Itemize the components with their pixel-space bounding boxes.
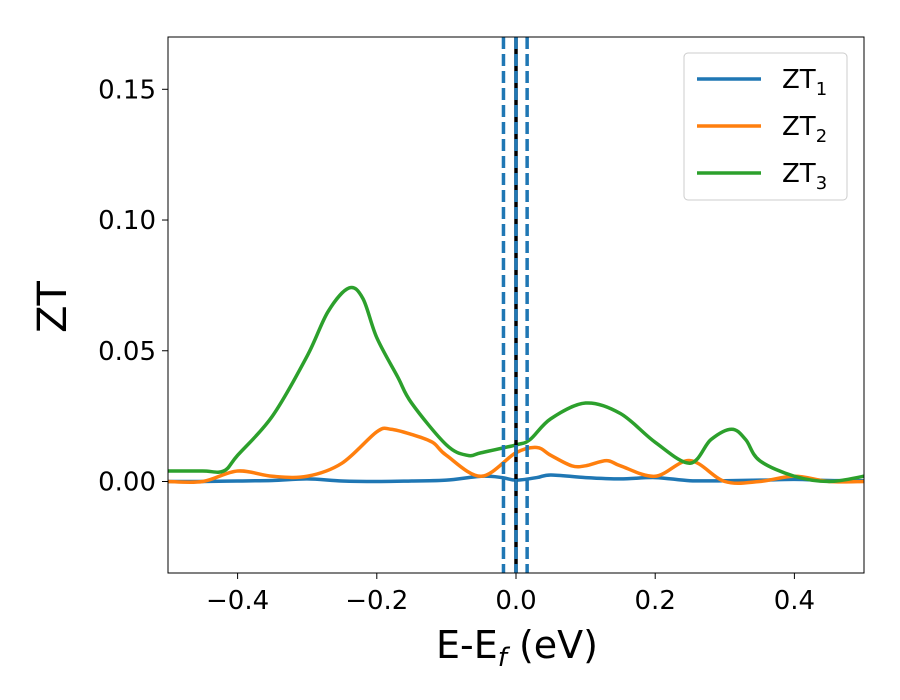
x-tick-label: 0.0	[495, 586, 536, 616]
legend-items: ZT1 ZT2 ZT3	[697, 65, 827, 194]
x-tick-label: −0.4	[206, 586, 269, 616]
y-tick-label: 0.15	[98, 75, 156, 105]
x-tick-label: −0.2	[345, 586, 408, 616]
series-line-zt3	[168, 285, 864, 484]
y-tick-label: 0.05	[98, 337, 156, 367]
x-tick-label: 0.4	[774, 586, 815, 616]
legend: ZT1 ZT2 ZT3	[683, 52, 848, 201]
y-tick-label: 0.00	[98, 467, 156, 497]
x-tick-label: 0.2	[635, 586, 676, 616]
legend-box	[683, 52, 848, 201]
legend-label-zt1: ZT1	[782, 65, 827, 100]
y-axis-title: ZT	[30, 281, 76, 333]
legend-label-zt2: ZT2	[782, 112, 827, 147]
x-axis-title: E-Ef (eV)	[436, 623, 598, 673]
y-axis-ticks: 0.00 0.05 0.10 0.15	[98, 75, 168, 497]
y-tick-label: 0.10	[98, 206, 156, 236]
reference-lines	[501, 37, 529, 573]
legend-label-zt3: ZT3	[782, 159, 827, 194]
x-axis-ticks: −0.4 −0.2 0.0 0.2 0.4	[206, 573, 815, 616]
